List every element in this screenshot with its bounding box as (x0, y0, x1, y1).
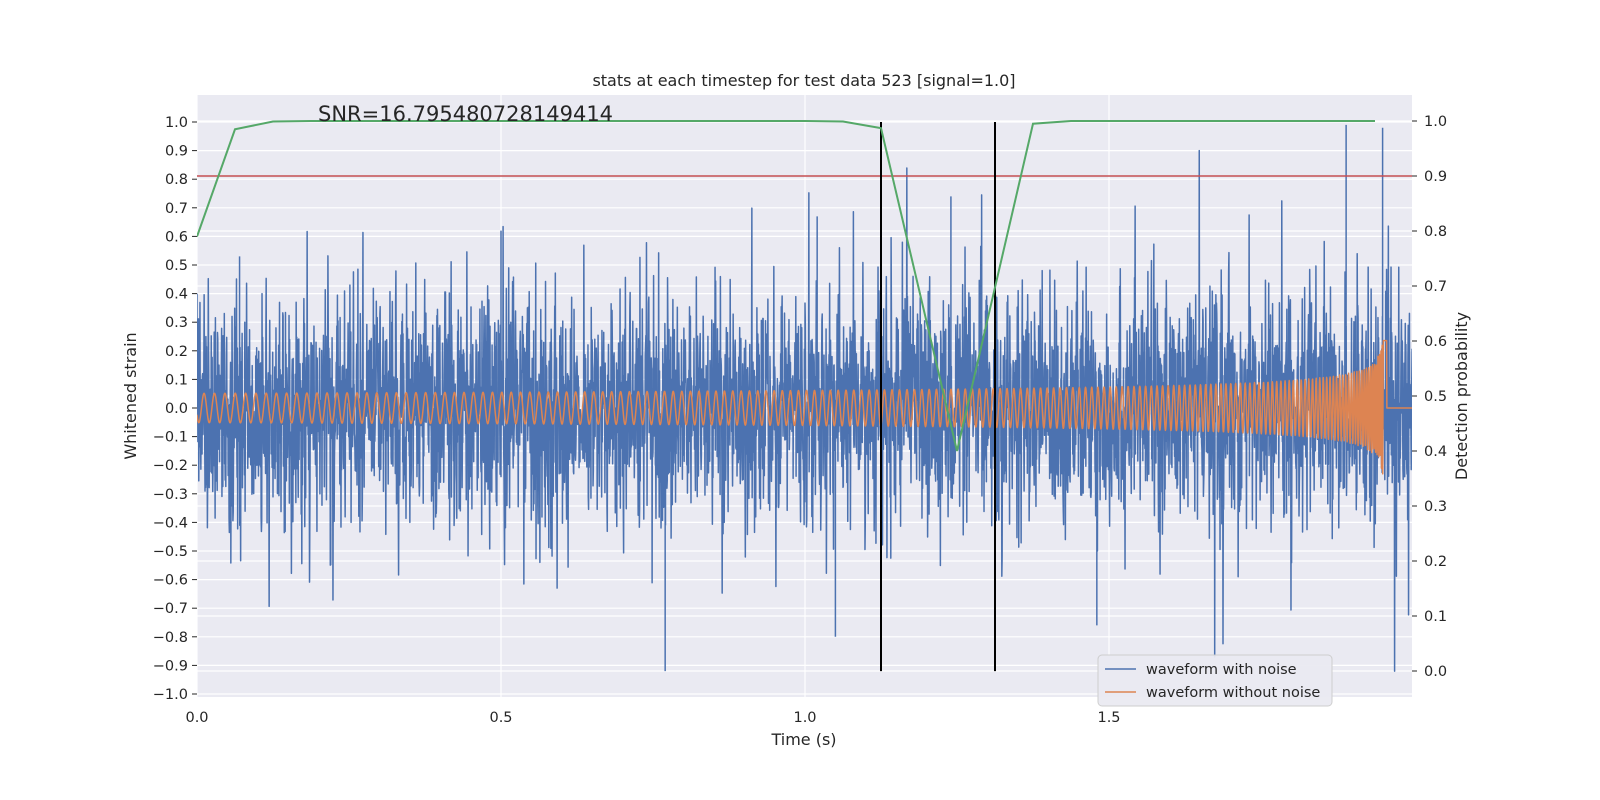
y2-tick-label: 0.1 (1424, 609, 1447, 625)
y-tick-label: 0.1 (165, 372, 188, 388)
legend-label-noise: waveform with noise (1146, 662, 1297, 678)
y-tick-label: −0.5 (153, 544, 188, 560)
y-tick-label: 0.9 (165, 144, 188, 160)
legend-label-clean: waveform without noise (1146, 685, 1320, 701)
y2-tick-label: 0.9 (1424, 169, 1447, 185)
y-tick-label: −0.2 (153, 458, 188, 474)
y-tick-label: 0.6 (165, 229, 188, 245)
y-tick-label: 0.4 (165, 287, 188, 303)
y2-tick-label: 0.6 (1424, 334, 1447, 350)
y-tick-label: −0.7 (153, 601, 188, 617)
y2-tick-label: 0.8 (1424, 224, 1447, 240)
x-axis-label: Time (s) (770, 730, 836, 749)
snr-annotation: SNR=16.795480728149414 (318, 102, 613, 126)
y-tick-label: 1.0 (165, 115, 188, 131)
chart-title: stats at each timestep for test data 523… (592, 71, 1015, 90)
y-tick-label: −0.9 (153, 658, 188, 674)
y-tick-label: 0.3 (165, 315, 188, 331)
y2-tick-label: 0.0 (1424, 664, 1447, 680)
y-tick-label: 0.2 (165, 344, 188, 360)
x-tick-label: 1.5 (1097, 710, 1120, 726)
y-tick-label: −0.4 (153, 515, 188, 531)
y-tick-label: 0.7 (165, 201, 188, 217)
y-tick-label: −0.1 (153, 430, 188, 446)
series-waveform-without-noise (197, 339, 1412, 475)
y2-tick-label: 1.0 (1424, 114, 1447, 130)
y-tick-label: 0.8 (165, 172, 188, 188)
x-tick-label: 0.0 (185, 710, 208, 726)
x-tick-label: 1.0 (793, 710, 816, 726)
y2-tick-label: 0.5 (1424, 389, 1447, 405)
y-tick-label: −0.3 (153, 487, 188, 503)
legend: waveform with noise waveform without noi… (1097, 654, 1333, 707)
y-tick-label: −0.8 (153, 630, 188, 646)
axes: 0.0 0.5 1.0 1.5 1.0 0.9 0.8 0.7 0.6 0.5 0.4 0.3 0.2 0… (153, 114, 1447, 726)
y-tick-label: −0.6 (153, 573, 188, 589)
y2-tick-label: 0.7 (1424, 279, 1447, 295)
y-tick-label: −1.0 (153, 687, 188, 703)
y-axis-label: Whitened strain (121, 332, 140, 459)
y2-tick-label: 0.4 (1424, 444, 1447, 460)
y2-axis-label: Detection probability (1452, 312, 1471, 480)
series-detection-probability (197, 120, 1375, 452)
y2-tick-label: 0.2 (1424, 554, 1447, 570)
x-tick-label: 0.5 (489, 710, 512, 726)
y2-tick-label: 0.3 (1424, 499, 1447, 515)
y-tick-label: 0.0 (165, 401, 188, 417)
y-tick-label: 0.5 (165, 258, 188, 274)
legend-box (1097, 654, 1333, 707)
plot-area (197, 120, 1412, 672)
